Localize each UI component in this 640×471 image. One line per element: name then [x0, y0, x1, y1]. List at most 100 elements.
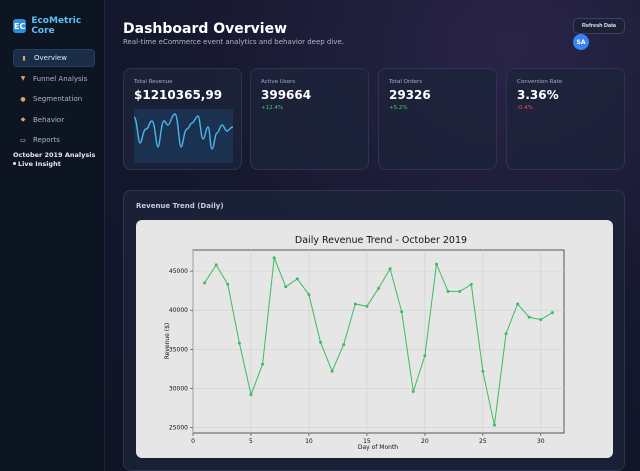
kpi-change: +5.2% [389, 105, 408, 111]
data-point [492, 423, 496, 427]
avatar[interactable]: SA [573, 34, 589, 50]
kpi-value: 29326 [389, 88, 431, 102]
kpi-label: Conversion Rate [517, 79, 563, 85]
data-point [446, 289, 450, 293]
plot-area [192, 249, 565, 434]
data-point [214, 263, 218, 267]
data-point [423, 354, 427, 358]
chart-title: Daily Revenue Trend - October 2019 [295, 235, 467, 246]
kpi-value: 3.36% [517, 88, 559, 102]
sidebar-item-label: Segmentation [33, 95, 83, 104]
data-point [550, 311, 554, 315]
sidebar-item-label: Behavior [33, 115, 65, 124]
live-label: Live Insight [18, 159, 61, 168]
data-point [203, 281, 207, 285]
data-point [458, 289, 462, 293]
x-tick-label: 25 [479, 438, 487, 445]
x-tick-label: 0 [191, 438, 195, 445]
data-point [516, 302, 520, 306]
data-point [411, 390, 415, 394]
chart-icon: ▮ [22, 54, 26, 62]
y-tick-label: 30000 [169, 385, 188, 392]
revenue-trend-panel: Revenue Trend (Daily) Daily Revenue Tren… [123, 190, 625, 471]
sidebar: EC EcoMetric Core ▮ Overview ▼ Funnel An… [0, 0, 105, 471]
document-icon: ▭ [20, 136, 26, 144]
data-point [295, 277, 299, 281]
kpi-card-total-orders: Total Orders 29326 +5.2% [378, 68, 497, 170]
data-points [203, 256, 554, 427]
kpi-change: -0.4% [517, 105, 533, 111]
data-point [330, 369, 334, 373]
data-point [249, 393, 253, 397]
data-point [272, 256, 276, 260]
live-indicator: Live Insight [13, 160, 95, 169]
y-tick-label: 35000 [169, 346, 188, 353]
brand[interactable]: EC EcoMetric Core [13, 16, 104, 36]
revenue-chart-svg: Daily Revenue Trend - October 2019 0 5 10 1… [164, 235, 565, 451]
x-tick-label: 10 [305, 438, 313, 445]
funnel-icon: ▼ [20, 75, 26, 83]
x-tick-label: 15 [363, 438, 371, 445]
refresh-data-button[interactable]: Refresh Data [573, 18, 625, 34]
x-tick-label: 5 [249, 438, 253, 445]
y-axis: 25000 30000 35000 40000 45000 [169, 268, 193, 432]
data-point [307, 293, 311, 297]
brand-logo: EC [13, 19, 27, 33]
grid [192, 250, 564, 433]
data-point [400, 310, 404, 314]
analysis-period: October 2019 Analysis [13, 151, 96, 159]
kpi-label: Total Orders [389, 79, 423, 85]
kpi-value: 399664 [261, 88, 312, 102]
people-icon: ● [20, 95, 26, 103]
sidebar-nav: ▮ Overview ▼ Funnel Analysis ● Segmentat… [13, 49, 95, 152]
kpi-card-active-users: Active Users 399664 +12.4% [250, 68, 369, 170]
brand-name: EcoMetric Core [31, 16, 82, 36]
y-tick-label: 25000 [169, 425, 188, 432]
sidebar-item-behavior[interactable]: ◆ Behavior [13, 111, 95, 129]
data-point [377, 286, 380, 290]
sidebar-item-label: Reports [33, 136, 60, 145]
x-axis-label: Day of Month [358, 444, 398, 451]
revenue-chart: Daily Revenue Trend - October 2019 0 5 10 1… [136, 220, 613, 458]
data-point [434, 262, 438, 266]
live-dot-icon [13, 162, 16, 166]
kpi-card-conversion-rate: Conversion Rate 3.36% -0.4% [506, 68, 625, 170]
data-point [342, 343, 346, 347]
data-point [237, 341, 241, 345]
sidebar-item-segmentation[interactable]: ● Segmentation [13, 90, 95, 108]
sidebar-item-funnel-analysis[interactable]: ▼ Funnel Analysis [13, 70, 95, 88]
x-tick-label: 30 [537, 438, 545, 445]
page-subtitle: Real-time eCommerce event analytics and … [123, 38, 344, 46]
data-point [481, 369, 485, 373]
sidebar-item-overview[interactable]: ▮ Overview [13, 49, 95, 67]
y-tick-label: 40000 [169, 307, 188, 314]
data-point [388, 267, 392, 271]
data-point [226, 282, 230, 286]
data-point [261, 362, 265, 366]
data-point [365, 304, 369, 308]
kpi-value: $1210365,99 [134, 88, 223, 102]
x-axis: 0 5 10 15 20 25 30 [191, 433, 545, 445]
data-point [353, 302, 357, 306]
data-point [319, 340, 323, 344]
behavior-icon: ◆ [20, 116, 26, 124]
sidebar-item-label: Funnel Analysis [33, 74, 88, 83]
data-point [284, 285, 288, 289]
kpi-label: Active Users [261, 79, 296, 85]
data-point [469, 282, 473, 286]
y-axis-label: Revenue ($) [164, 323, 171, 360]
sparkline-line [134, 113, 233, 150]
sidebar-item-reports[interactable]: ▭ Reports [13, 131, 95, 149]
revenue-sparkline [134, 109, 233, 163]
y-tick-label: 45000 [169, 268, 188, 275]
x-tick-label: 20 [421, 438, 429, 445]
data-point [504, 332, 508, 336]
page-title: Dashboard Overview [123, 21, 288, 37]
data-point [527, 315, 531, 319]
panel-title: Revenue Trend (Daily) [136, 202, 224, 210]
kpi-card-total-revenue: Total Revenue $1210365,99 [123, 68, 242, 170]
kpi-label: Total Revenue [134, 79, 173, 85]
data-point [539, 318, 543, 322]
analysis-note: October 2019 Analysis Live Insight [13, 151, 95, 168]
kpi-change: +12.4% [261, 105, 284, 111]
